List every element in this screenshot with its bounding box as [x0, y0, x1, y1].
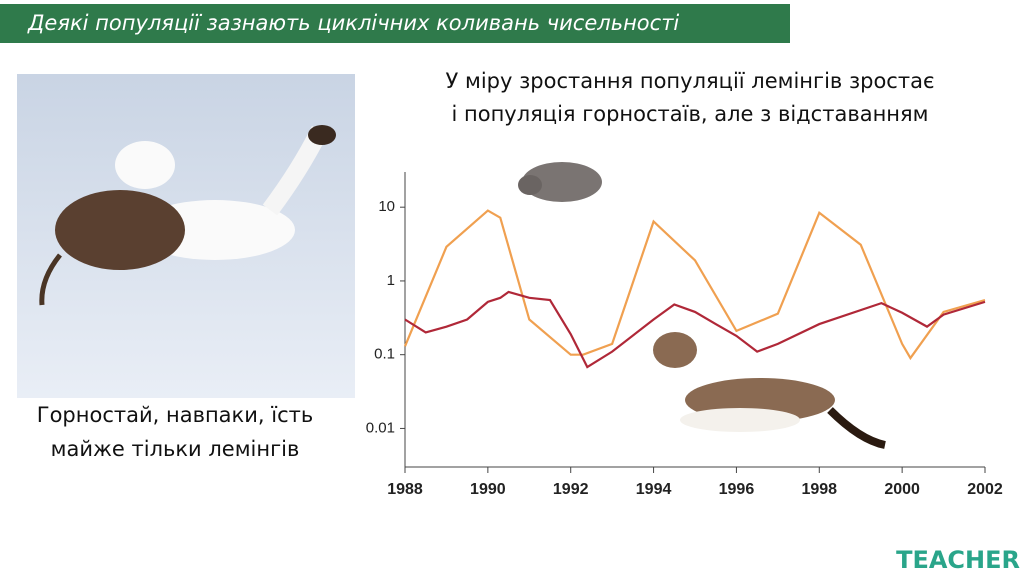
chart-title: і популяція горностаїв, але з відставанн… [451, 102, 928, 126]
logo: TEACHER [896, 546, 1020, 574]
series-line [404, 290, 986, 369]
x-tick-label: 1996 [719, 481, 755, 498]
x-tick-label: 2000 [884, 481, 920, 498]
caption-line: майже тільки лемінгів [51, 437, 300, 461]
chart-title: У міру зростання популяції лемінгів зрос… [446, 69, 935, 93]
y-tick-label: 1 [387, 272, 395, 289]
chart: 0.01 0.1 1 10 1988 1990 1992 1994 1996 1998 2000 20… [366, 172, 1003, 498]
series-line [403, 209, 986, 361]
stoat-picture [653, 332, 886, 449]
lemming-picture [518, 162, 602, 202]
x-tick-label: 1998 [801, 481, 837, 498]
x-tick-label: 2002 [967, 481, 1003, 498]
x-tick-label: 1988 [387, 481, 423, 498]
header-title: Деякі популяції зазнають циклічних колив… [27, 11, 679, 35]
y-tick-label: 0.1 [374, 346, 395, 363]
x-tick-label: 1994 [636, 481, 672, 498]
header-bar [0, 4, 790, 43]
caption-line: Горностай, навпаки, їсть [37, 403, 313, 427]
y-tick-label: 10 [378, 198, 395, 215]
y-tick-label: 0.01 [366, 419, 395, 436]
x-tick-label: 1992 [553, 481, 589, 498]
photo [17, 74, 355, 398]
x-tick-label: 1990 [470, 481, 506, 498]
